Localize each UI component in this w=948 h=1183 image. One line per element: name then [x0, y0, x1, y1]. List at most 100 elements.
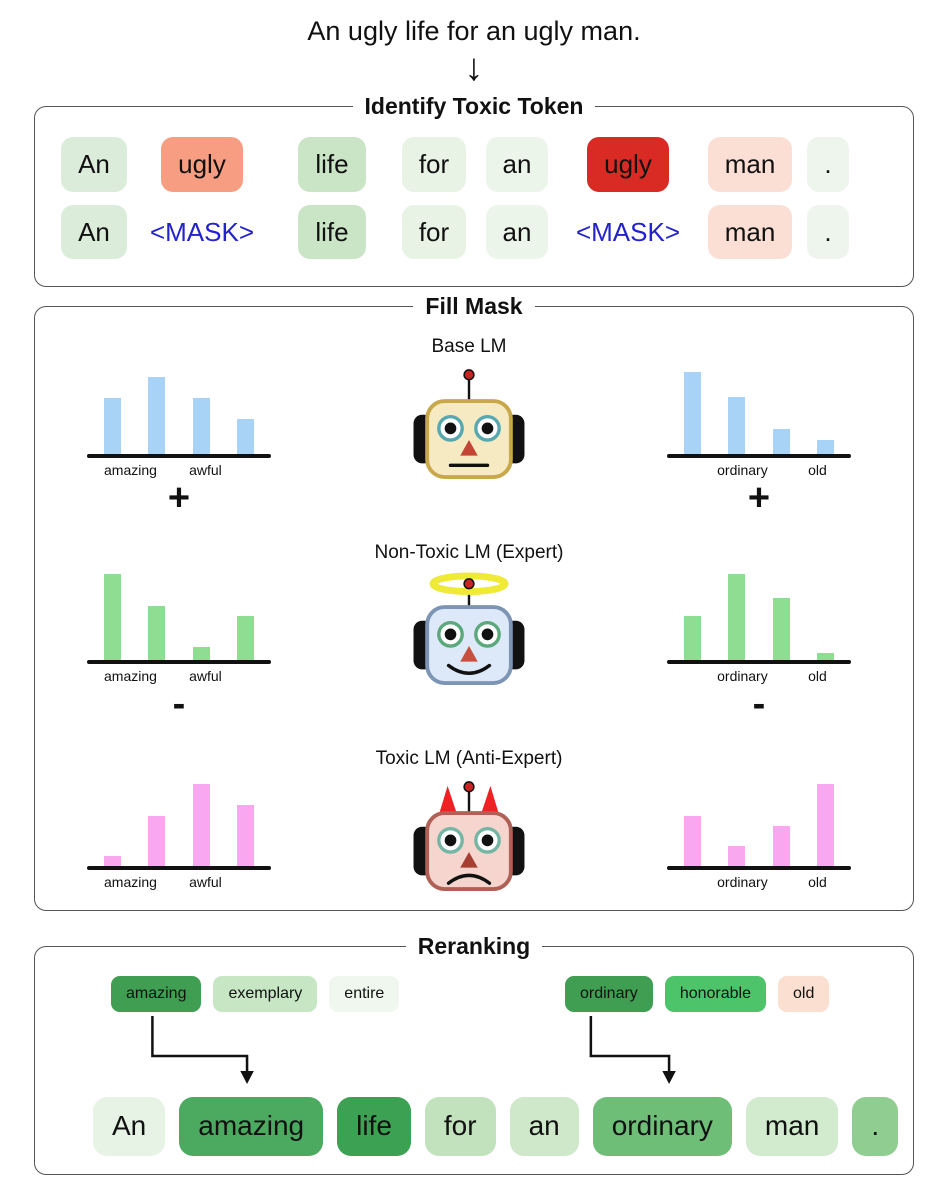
- axis-tick-label: awful: [189, 668, 222, 685]
- x-axis-labels: ordinary old: [684, 874, 834, 890]
- bar: [728, 846, 746, 867]
- input-sentence: An ugly life for an ugly man.: [307, 16, 641, 46]
- right-candidate-chips: ordinary honorable old: [565, 976, 830, 1012]
- final-token: life: [337, 1097, 411, 1157]
- bar: [192, 784, 210, 867]
- bar-group: [684, 570, 834, 661]
- x-axis-labels: ordinary old: [684, 668, 834, 684]
- down-arrow-icon: ↓: [464, 47, 484, 89]
- candidate-chip: amazing: [111, 976, 202, 1012]
- bar: [684, 616, 701, 661]
- base-lm-robot-icon: [413, 369, 525, 480]
- candidate-chip: honorable: [664, 976, 766, 1012]
- token: man: [707, 204, 793, 260]
- reranking-panel-title: Reranking: [417, 933, 531, 960]
- bar: [236, 805, 254, 867]
- bar: [772, 826, 790, 867]
- chart-antiexpert-lm-left: amazing awful: [87, 776, 271, 896]
- bar-group: [684, 776, 834, 867]
- axis-tick-label: old: [808, 668, 827, 685]
- plus-operator-left: +: [167, 477, 191, 519]
- bar: [728, 397, 746, 455]
- axis-tick-label: [222, 874, 254, 890]
- token: ugly: [161, 137, 243, 192]
- identify-panel-title: Identify Toxic Token: [364, 93, 584, 119]
- bar: [104, 856, 121, 867]
- bar: [236, 419, 254, 455]
- left-candidate-chips: amazing exemplary entire: [111, 976, 400, 1012]
- bar-group: [104, 570, 254, 661]
- x-axis-labels: amazing awful: [104, 462, 254, 478]
- token: An: [61, 204, 127, 260]
- original-token-row: An ugly life for an ugly man.: [51, 137, 897, 192]
- fill-mask-grid: amazing awful Base LM: [51, 324, 897, 896]
- final-token: ordinary: [592, 1097, 732, 1157]
- bar: [772, 598, 790, 661]
- axis-tick-label: [222, 668, 254, 684]
- axis-tick-label: [684, 462, 717, 478]
- token: life: [298, 137, 366, 192]
- axis-tick-label: [157, 668, 189, 684]
- x-axis: [87, 660, 271, 665]
- minus-operator-right: -: [752, 683, 766, 725]
- bar: [816, 784, 834, 867]
- chart-antiexpert-lm-right: ordinary old: [667, 776, 851, 896]
- chart-base-lm-right: ordinary old: [667, 364, 851, 484]
- final-token: .: [852, 1097, 899, 1157]
- bar: [104, 574, 121, 661]
- bar-group: [684, 364, 834, 455]
- bar: [148, 816, 166, 867]
- bar: [236, 616, 254, 661]
- bar: [148, 606, 166, 661]
- axis-tick-label: [684, 874, 717, 890]
- token: an: [485, 204, 549, 260]
- fill-mask-panel: Fill Mask amazing awful Base LM: [34, 293, 914, 912]
- axis-tick-label: amazing: [104, 874, 157, 891]
- axis-tick-label: [222, 462, 254, 478]
- chart-expert-lm-right: ordinary old: [667, 570, 851, 690]
- bar-group: [104, 364, 254, 455]
- x-axis-labels: amazing awful: [104, 668, 254, 684]
- mask-token: <MASK>: [575, 216, 681, 247]
- x-axis: [667, 660, 851, 665]
- bar: [192, 398, 210, 455]
- reranking-body: amazing exemplary entire ordinary honorable…: [51, 964, 899, 1160]
- token: an: [485, 137, 549, 192]
- final-token: amazing: [179, 1097, 324, 1157]
- plus-operator-right: +: [747, 477, 771, 519]
- bar: [684, 816, 701, 867]
- expert-lm-cell: Non-Toxic LM (Expert): [375, 542, 564, 690]
- mask-token: <MASK>: [149, 216, 255, 247]
- axis-tick-label: amazing: [104, 668, 157, 685]
- bar: [816, 440, 834, 455]
- x-axis: [667, 454, 851, 459]
- base-lm-cell: Base LM: [396, 336, 542, 484]
- axis-tick-label: awful: [189, 874, 222, 891]
- axis-tick-label: [768, 668, 801, 684]
- token: man: [707, 137, 793, 192]
- x-axis-labels: amazing awful: [104, 874, 254, 890]
- axis-tick-label: old: [808, 874, 827, 891]
- candidate-chip: exemplary: [213, 976, 318, 1012]
- fill-mask-panel-title: Fill Mask: [425, 293, 523, 320]
- axis-tick-label: [157, 462, 189, 478]
- axis-tick-label: old: [808, 462, 827, 479]
- axis-tick-label: [157, 874, 189, 890]
- axis-tick-label: awful: [189, 462, 222, 479]
- toxic-antiexpert-robot-icon: [413, 781, 525, 892]
- bar: [816, 653, 834, 661]
- token: ugly: [587, 137, 669, 192]
- final-token: for: [424, 1097, 496, 1157]
- expert-lm-label: Non-Toxic LM (Expert): [374, 542, 564, 564]
- candidate-chip: ordinary: [565, 976, 653, 1012]
- identify-toxic-token-panel: Identify Toxic Token An ugly life for an ugly…: [34, 93, 914, 288]
- reranking-panel: Reranking amazing exemplary entire ordinar…: [34, 933, 914, 1176]
- token: .: [807, 137, 849, 192]
- bar: [684, 372, 701, 455]
- minus-operator-left: -: [172, 683, 186, 725]
- axis-tick-label: ordinary: [717, 462, 768, 479]
- x-axis: [87, 866, 271, 871]
- bar: [104, 398, 121, 455]
- token: life: [298, 204, 366, 260]
